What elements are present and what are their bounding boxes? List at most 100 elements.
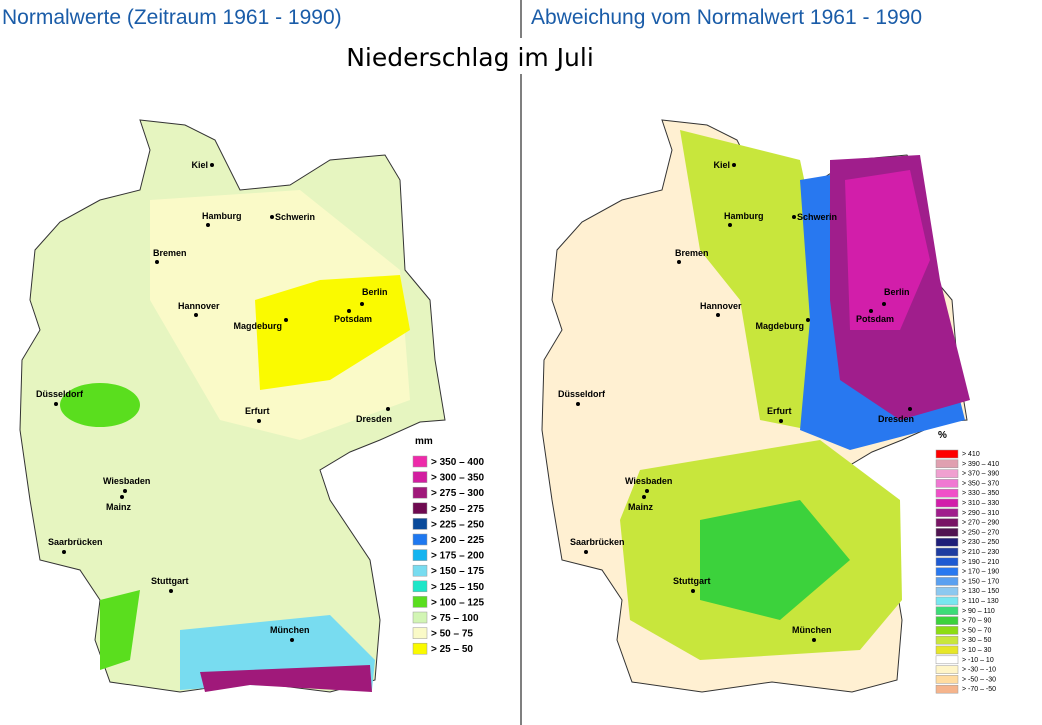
legend-label: > -30 – -10 [962,667,996,674]
city-dot [347,309,351,313]
legend-label: > 230 – 250 [962,539,999,546]
city-label: Hamburg [202,211,242,221]
city-dot [123,489,127,493]
legend-label: > 275 – 300 [431,488,485,499]
legend-label: > 110 – 130 [962,598,999,605]
legend-swatch [935,479,959,488]
left-legend: mm > 350 – 400 > 300 – 350 > 275 – 300 > 250… [412,436,485,655]
legend-label: > 350 – 370 [962,480,999,487]
legend-label: > -10 – 10 [962,657,994,664]
city-dot [642,495,646,499]
city-dot [869,309,873,313]
legend-swatch [412,533,428,546]
city-dot [645,489,649,493]
city-label: Stuttgart [151,576,189,586]
city-label: Schwerin [275,212,315,222]
legend-swatch [935,655,959,665]
city-dot [290,638,294,642]
city-label: München [792,625,832,635]
legend-label: > 10 – 30 [962,647,991,654]
city-dot [882,302,886,306]
city-label: Mainz [106,502,132,512]
legend-swatch [935,498,959,508]
legend-swatch [935,488,959,498]
legend-swatch [412,580,428,593]
legend-swatch [935,518,959,527]
legend-label: > 410 [962,451,980,458]
city-dot [716,313,720,317]
legend-swatch [412,611,428,624]
legend-label: > 270 – 290 [962,520,999,527]
forest-zone [100,590,140,670]
legend-swatch [935,469,959,478]
legend-swatch [935,586,959,596]
city-label: Hannover [178,301,220,311]
city-dot [812,638,816,642]
legend-label: > 250 – 275 [431,504,485,515]
legend-label: > 170 – 190 [962,569,999,576]
city-label: Düsseldorf [558,389,606,399]
legend-swatch [935,537,959,547]
legend-swatch [935,528,959,537]
city-label: Stuttgart [673,576,711,586]
left-title: Normalwerte (Zeitraum 1961 - 1990) [2,6,342,29]
right-map: Kiel Hamburg Schwerin Bremen Berlin Hannover P… [541,119,970,693]
legend-label: > 150 – 170 [962,578,999,585]
city-dot [120,495,124,499]
legend-label: > 370 – 390 [962,471,999,478]
city-dot [257,419,261,423]
city-dot [584,550,588,554]
city-label: Kiel [191,160,208,170]
city-label: München [270,625,310,635]
legend-swatch [412,642,428,655]
city-label: Dresden [878,414,914,424]
legend-swatch [412,627,428,639]
legend-swatch [935,547,959,557]
legend-unit: % [938,430,947,441]
city-dot [732,163,736,167]
city-dot [169,589,173,593]
city-label: Magdeburg [756,321,805,331]
legend-label: > 330 – 350 [962,490,999,497]
city-label: Erfurt [245,406,270,416]
legend-label: > 200 – 225 [431,535,485,546]
legend-label: > -70 – -50 [962,686,996,693]
city-dot [210,163,214,167]
legend-label: > 290 – 310 [962,510,999,517]
legend-label: > 250 – 270 [962,529,999,536]
legend-label: > 225 – 250 [431,519,485,530]
city-label: Hannover [700,301,742,311]
legend-swatch [935,567,959,576]
legend-swatch [412,502,428,515]
legend-unit: mm [415,436,433,447]
legend-swatch [935,449,959,459]
city-label: Erfurt [767,406,792,416]
north-zone [680,130,830,430]
legend-swatch [935,606,959,616]
legend-swatch [935,626,959,635]
alps-peak [200,665,372,692]
legend-label: > 150 – 175 [431,566,485,577]
city-label: Düsseldorf [36,389,84,399]
legend-label: > 50 – 75 [431,629,473,640]
legend-label: > -50 – -30 [962,676,996,683]
legend-label: > 25 – 50 [431,644,473,655]
city-dot [576,402,580,406]
legend-label: > 390 – 410 [962,461,999,468]
city-label: Berlin [362,287,388,297]
city-label: Wiesbaden [103,476,150,486]
city-label: Schwerin [797,212,837,222]
green-core [700,500,850,620]
legend-swatch [935,645,959,655]
city-label: Kiel [713,160,730,170]
legend-label: > 210 – 230 [962,549,999,556]
legend-swatch [935,557,959,567]
legend-swatch [412,564,428,577]
legend-swatch [935,596,959,606]
magenta-core [845,170,930,330]
city-dot [284,318,288,322]
city-dot [386,407,390,411]
legend-label: > 300 – 350 [431,473,485,484]
legend-label: > 190 – 210 [962,559,999,566]
